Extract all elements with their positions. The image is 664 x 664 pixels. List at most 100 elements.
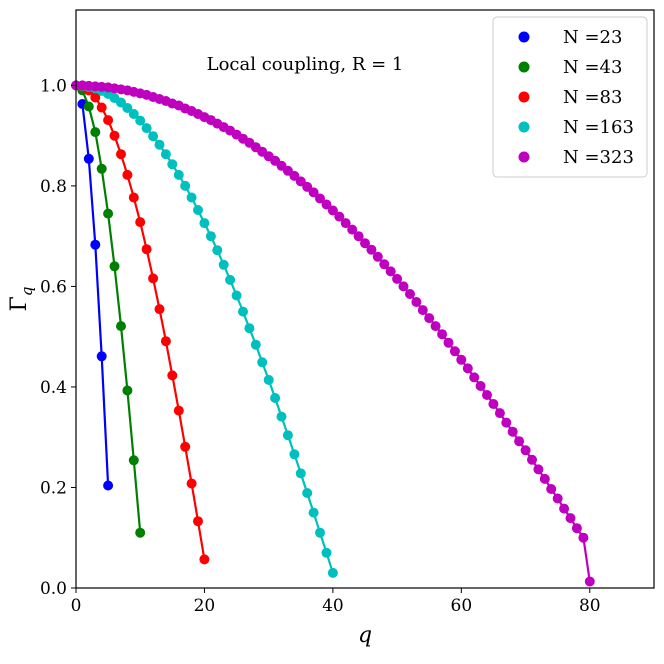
- legend-label: N =43: [563, 57, 622, 78]
- x-tick-label: 80: [579, 596, 601, 616]
- data-point: [385, 266, 396, 277]
- data-point: [90, 239, 101, 250]
- legend-marker: [518, 31, 530, 43]
- legend-marker: [518, 91, 530, 103]
- x-tick-label: 0: [71, 596, 82, 616]
- data-point: [225, 274, 236, 285]
- data-point: [205, 231, 216, 242]
- data-point: [276, 411, 287, 422]
- data-point: [398, 281, 409, 292]
- data-point: [83, 101, 94, 112]
- data-point: [103, 480, 114, 491]
- legend-label: N =23: [563, 27, 622, 48]
- data-point: [308, 187, 319, 198]
- data-point: [494, 408, 505, 419]
- data-point: [565, 513, 576, 524]
- data-point: [212, 245, 223, 256]
- data-point: [507, 426, 518, 437]
- data-point: [193, 516, 203, 527]
- data-point: [334, 211, 345, 222]
- x-tick-label: 60: [451, 596, 473, 616]
- data-point: [122, 385, 133, 396]
- legend-label: N =163: [563, 117, 634, 138]
- data-point: [109, 261, 120, 272]
- data-point: [270, 393, 281, 403]
- data-point: [160, 149, 171, 160]
- data-point: [122, 169, 133, 180]
- data-point: [443, 337, 454, 348]
- data-point: [366, 244, 377, 255]
- data-point: [199, 554, 210, 565]
- data-point: [96, 163, 107, 174]
- data-point: [527, 454, 537, 465]
- data-point: [360, 238, 370, 249]
- data-point: [308, 507, 319, 518]
- data-point: [539, 473, 550, 484]
- data-point: [135, 527, 146, 538]
- data-point: [282, 430, 293, 441]
- plot-frame: [75, 9, 655, 589]
- data-point: [372, 251, 383, 262]
- series-group: [77, 80, 338, 578]
- data-point: [122, 103, 133, 113]
- data-point: [475, 381, 486, 391]
- data-point: [173, 169, 184, 180]
- data-point: [430, 321, 441, 332]
- data-point: [154, 304, 165, 315]
- data-point: [109, 130, 120, 141]
- data-point: [533, 464, 544, 475]
- data-point: [199, 218, 210, 229]
- series-group: [77, 99, 114, 491]
- legend-label: N =83: [563, 87, 622, 108]
- data-point: [257, 357, 268, 368]
- data-point: [148, 131, 159, 142]
- data-point: [103, 208, 114, 219]
- data-point: [469, 372, 480, 383]
- data-point: [96, 351, 107, 362]
- series-line: [81, 89, 142, 533]
- data-point: [578, 532, 589, 543]
- data-point: [520, 445, 531, 456]
- data-point: [321, 547, 332, 558]
- data-point: [167, 370, 178, 381]
- data-point: [327, 567, 338, 578]
- x-tick-label: 40: [322, 596, 344, 616]
- chart-annotation: Local coupling, R = 1: [207, 54, 404, 75]
- data-point: [135, 115, 146, 126]
- data-point: [238, 306, 248, 317]
- data-point: [244, 323, 255, 334]
- y-axis-label: Γq: [7, 287, 36, 312]
- data-point: [193, 205, 203, 215]
- data-point: [180, 441, 191, 452]
- data-point: [135, 217, 146, 228]
- data-point: [559, 503, 570, 514]
- data-point: [462, 363, 473, 374]
- data-point: [417, 305, 428, 316]
- data-point: [103, 115, 114, 126]
- data-point: [186, 478, 197, 489]
- data-point: [128, 192, 139, 203]
- y-axis: 0.0 0.2 0.4 0.6 0.8 1.0: [40, 76, 76, 599]
- data-point: [250, 339, 261, 350]
- data-point: [347, 224, 358, 235]
- data-point: [411, 297, 422, 307]
- data-point: [141, 123, 152, 134]
- y-tick-label: 0.6: [40, 277, 67, 297]
- data-point: [90, 127, 101, 138]
- data-point: [584, 576, 595, 587]
- data-point: [405, 289, 415, 299]
- data-point: [90, 92, 101, 103]
- data-point: [141, 244, 152, 255]
- data-point: [327, 205, 338, 216]
- data-point: [501, 417, 512, 428]
- y-tick-label: 0.0: [40, 579, 67, 599]
- legend-marker: [518, 121, 530, 133]
- data-point: [231, 290, 242, 301]
- legend: N =23 N =43 N =83 N =163 N =323: [492, 16, 648, 178]
- data-point: [302, 488, 313, 498]
- legend-marker: [518, 61, 530, 73]
- data-point: [289, 449, 300, 460]
- data-point: [340, 218, 351, 229]
- y-tick-label: 1.0: [40, 76, 67, 96]
- data-point: [154, 139, 165, 150]
